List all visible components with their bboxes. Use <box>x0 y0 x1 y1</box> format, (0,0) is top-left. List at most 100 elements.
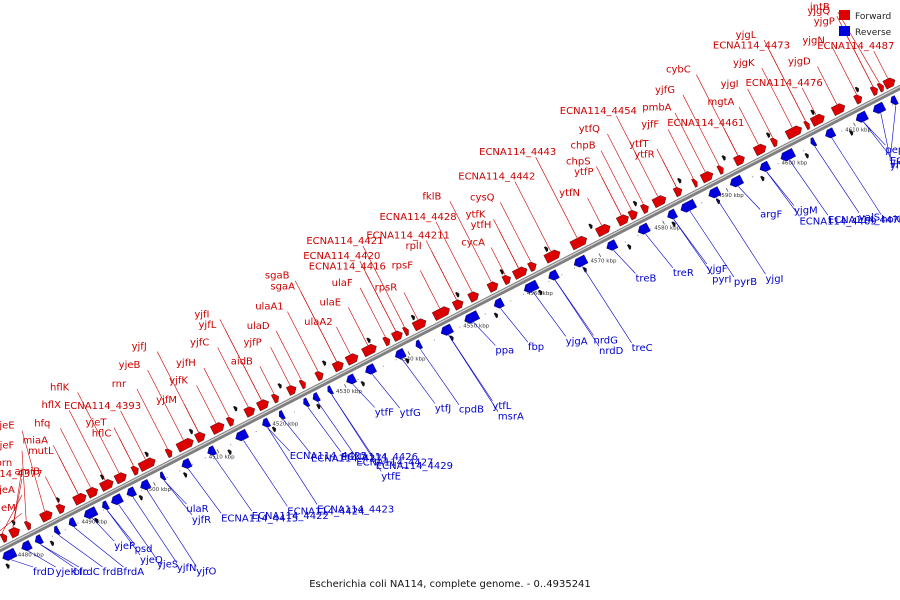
label-leader-line <box>243 440 288 507</box>
forward-gene-shape <box>467 291 479 303</box>
forward-gene <box>72 492 87 506</box>
grey-gene-shape <box>493 312 498 319</box>
gene-label: fklB <box>422 191 441 202</box>
tick-dot <box>382 365 385 367</box>
label-leader-line <box>196 385 217 424</box>
forward-gene-shape <box>543 249 561 264</box>
forward-gene <box>271 393 279 404</box>
gene-label: yjfP <box>243 337 261 348</box>
reverse-gene-shape <box>54 525 61 536</box>
gene-label: ECNA114_4420 <box>303 251 380 262</box>
gene-label: cycA <box>461 238 485 249</box>
forward-gene <box>672 187 683 198</box>
label-leader-line <box>673 219 713 275</box>
forward-gene-shape <box>527 261 537 272</box>
label-leader-line <box>600 150 632 210</box>
gene-label: fbp <box>528 342 544 353</box>
tick-dot <box>204 457 206 459</box>
tick-label: 4530 kbp <box>336 389 362 395</box>
gene-label: pmbA <box>642 103 671 114</box>
tick-dot <box>64 529 66 531</box>
forward-gene <box>99 479 114 492</box>
tick-dot <box>433 339 436 341</box>
forward-gene-shape <box>0 533 8 543</box>
forward-gene-shape <box>640 203 649 214</box>
reverse-gene-shape <box>872 101 887 114</box>
forward-gene <box>256 399 269 412</box>
grey-gene-shape <box>233 406 238 412</box>
tick-mark <box>598 253 602 258</box>
gene-label: ytfR <box>634 150 654 161</box>
gene-label: frdA <box>123 567 144 578</box>
gene-label: holC <box>881 215 900 226</box>
forward-gene <box>39 510 53 523</box>
grey-gene <box>538 289 543 296</box>
forward-gene <box>809 113 825 127</box>
reverse-gene-shape <box>327 385 334 395</box>
forward-gene <box>85 487 98 499</box>
grey-gene <box>455 292 460 298</box>
grey-gene-shape <box>765 132 771 138</box>
forward-gene <box>286 385 297 396</box>
label-leader-line <box>420 349 460 405</box>
gene-label: ECNA114_4393 <box>64 401 141 412</box>
gene-label: rpsF <box>392 260 414 271</box>
label-leader-line <box>616 115 658 197</box>
gene-label: yjfG <box>655 85 675 96</box>
forward-gene <box>876 82 884 93</box>
reverse-gene <box>667 208 678 220</box>
gene-label: yjfK <box>169 375 188 386</box>
grey-gene <box>810 109 815 116</box>
forward-gene-shape <box>830 103 846 116</box>
label-leader-line <box>21 430 45 512</box>
reverse-gene <box>780 148 796 162</box>
label-leader-line <box>532 291 566 337</box>
reverse-gene-shape <box>523 279 540 294</box>
tick-dot <box>637 234 639 237</box>
backbone-line <box>0 84 900 553</box>
grey-gene-shape <box>760 175 765 182</box>
label-leader-line <box>275 330 302 380</box>
forward-gene <box>411 318 427 332</box>
label-leader-line <box>873 50 888 79</box>
grey-gene <box>404 358 410 364</box>
forward-gene <box>595 223 611 238</box>
tick-label: 4550 kbp <box>463 324 489 330</box>
label-leader-line <box>359 260 396 331</box>
tick-dot <box>892 104 894 106</box>
gene-label: yjeT <box>86 418 108 429</box>
grey-gene <box>493 312 498 319</box>
label-leader-line <box>473 322 496 346</box>
gene-label: ytfH <box>471 220 492 231</box>
reverse-gene-shape <box>810 137 818 147</box>
gene-label: ECNA114_4461 <box>667 118 744 129</box>
gene-label: rplI <box>405 241 421 252</box>
forward-gene <box>431 306 450 321</box>
label-leader-line <box>493 219 519 268</box>
gene-label: pyrI <box>712 275 731 286</box>
grey-gene <box>848 130 854 136</box>
tick-dot <box>230 444 232 446</box>
forward-gene-shape <box>672 187 683 198</box>
forward-gene <box>8 527 20 539</box>
reverse-gene <box>303 397 311 408</box>
label-leader-line <box>147 369 184 440</box>
gene-label: yjfI <box>194 309 209 320</box>
tick-mark <box>725 187 729 192</box>
forward-gene <box>640 203 649 214</box>
grey-gene-shape <box>49 540 54 547</box>
grey-gene <box>760 175 765 182</box>
label-leader-line <box>73 527 124 568</box>
grey-gene <box>671 221 676 227</box>
tick-dot <box>573 267 576 269</box>
forward-gene-shape <box>615 214 629 227</box>
reverse-gene-shape <box>780 148 796 162</box>
forward-gene <box>298 379 306 390</box>
gene-label: yjgN <box>802 36 825 47</box>
tick-label: 4480 kbp <box>18 552 44 558</box>
reverse-gene-shape <box>312 392 321 402</box>
reverse-gene <box>346 373 357 385</box>
gene-label: yjfR <box>192 515 211 526</box>
label-leader-line <box>425 240 457 300</box>
forward-gene <box>175 437 194 453</box>
